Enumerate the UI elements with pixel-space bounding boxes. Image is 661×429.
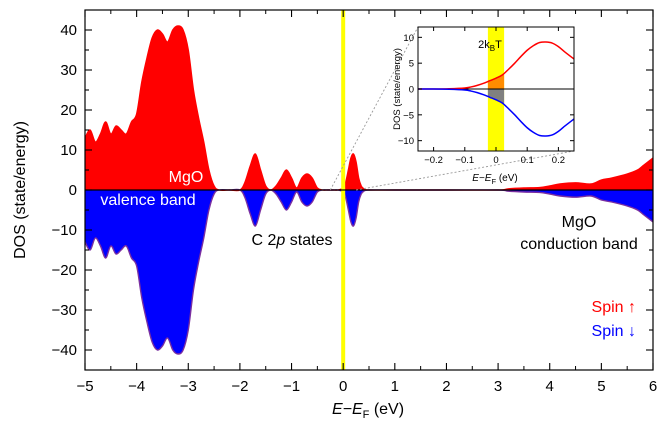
inset-y-tick-label: 0 (409, 85, 414, 96)
x-tick-label: 1 (391, 378, 399, 395)
dos-fill-spin-down (85, 189, 653, 354)
inset-y-tick-label: 10 (403, 33, 414, 44)
c2p-post: states (285, 232, 332, 249)
legend-spin-up: Spin ↑ (592, 299, 636, 316)
inset-x-tick-label: 0.2 (552, 155, 565, 166)
dos-line-spin-down (84, 188, 654, 355)
dos-fill-spin-up (85, 26, 653, 191)
inset-x-label-main: E−E (472, 173, 492, 184)
y-axis-label: DOS (state/energy) (12, 121, 29, 259)
inset-band-label: 2kBT (478, 39, 502, 53)
legend-spin-down: Spin ↓ (592, 323, 636, 340)
dos-line-spin-up (84, 25, 654, 192)
inset-band-label-sub: B (490, 44, 495, 53)
y-tick-label: −20 (52, 262, 77, 279)
main-plot-frame (84, 9, 654, 371)
inset-band-label-post: T (495, 39, 502, 51)
x-tick-label: 6 (649, 378, 657, 395)
x-tick-label: 0 (339, 378, 347, 395)
inset-x-label: E−EF (eV) (472, 173, 517, 186)
inset-line-spin-down (417, 88, 575, 137)
inset-band-label-pre: 2k (478, 39, 490, 51)
main-dos-lines (84, 25, 654, 355)
y-tick-label: −10 (52, 222, 77, 239)
inset-occupied-up-fill (487, 73, 505, 89)
inset-y-tick-label: −10 (398, 136, 414, 147)
c2p-states-label: C 2p states (252, 232, 333, 249)
connector-right (356, 150, 575, 191)
inset-x-label-unit: (eV) (496, 173, 518, 184)
inset-y-tick-label: 5 (409, 59, 414, 70)
x-tick-label: 4 (546, 378, 554, 395)
inset-occupied-down-fill (487, 89, 505, 105)
mgo-conduction-label-1: MgO (562, 214, 597, 231)
y-tick-label: −40 (52, 342, 77, 359)
main-dos-fills (85, 26, 653, 354)
y-tick-label: 0 (69, 182, 77, 199)
mgo-valence-label-1: MgO (169, 169, 204, 186)
inset-frame (417, 26, 575, 152)
y-tick-label: 30 (60, 62, 77, 79)
x-axis-label-main: E−E (332, 401, 363, 418)
x-tick-label: −5 (76, 378, 93, 395)
inset-tick-labels: −0.2 −0.1 0 0.1 0.2 10 5 0 −5 −10 (398, 33, 565, 166)
x-tick-label: 3 (494, 378, 502, 395)
x-axis-label-sub: F (363, 409, 370, 421)
inset-x-tick-label: −0.1 (455, 155, 474, 166)
y-tick-label: 10 (60, 142, 77, 159)
mgo-conduction-label-2: conduction band (520, 236, 637, 253)
x-tick-label: −3 (180, 378, 197, 395)
inset-x-tick-label: −0.2 (424, 155, 443, 166)
mgo-valence-label-2: valence band (100, 192, 195, 209)
y-tick-label: −30 (52, 302, 77, 319)
connector-left (329, 26, 419, 191)
x-tick-label: 5 (597, 378, 605, 395)
inset-y-tick-label: −5 (403, 110, 414, 121)
inset-x-tick-label: 0.1 (521, 155, 534, 166)
inset-line-spin-up (417, 41, 575, 90)
inset-fills (487, 73, 505, 105)
c2p-italic: p (275, 232, 285, 249)
inset-y-label: DOS (state/energy) (392, 48, 403, 130)
y-tick-label: 40 (60, 22, 77, 39)
y-tick-label: 20 (60, 102, 77, 119)
inset-x-tick-label: 0 (493, 155, 498, 166)
inset-x-label-sub: F (491, 177, 496, 186)
inset-connector-lines (329, 26, 575, 191)
inset-axis-ticks (418, 27, 574, 151)
x-axis-label-unit: (eV) (369, 401, 404, 418)
x-tick-label: −1 (283, 378, 300, 395)
inset-chart: −0.2 −0.1 0 0.1 0.2 10 5 0 −5 −10 2kBT DOS (state… (392, 26, 575, 186)
x-tick-label: 2 (442, 378, 450, 395)
x-tick-label: −4 (128, 378, 145, 395)
x-axis-label: E−EF (eV) (332, 401, 404, 421)
inset-lines (417, 41, 575, 137)
c2p-pre: C 2 (252, 232, 277, 249)
x-tick-label: −2 (231, 378, 248, 395)
